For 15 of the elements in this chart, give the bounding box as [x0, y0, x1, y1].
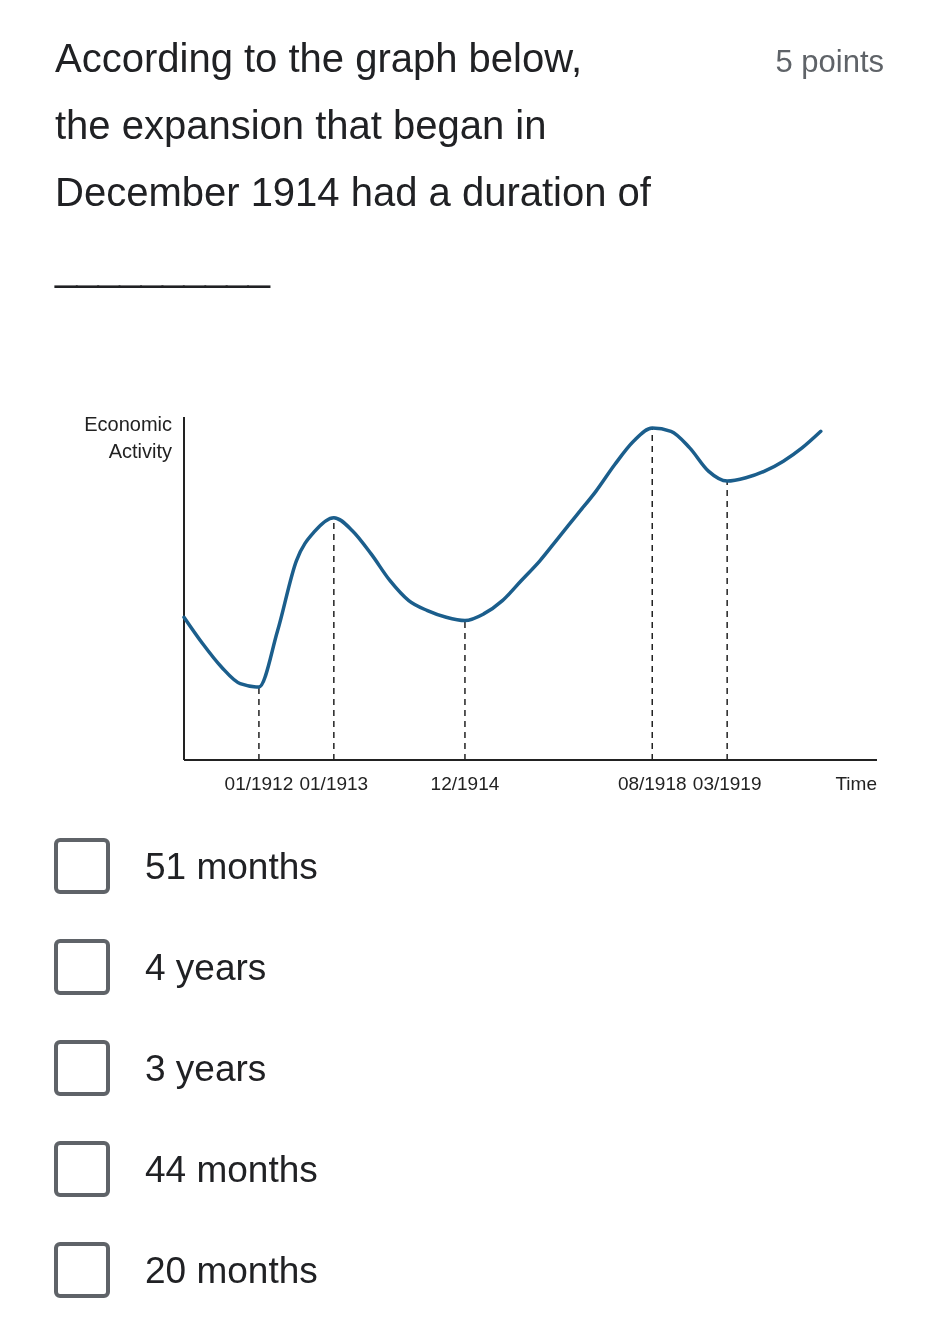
- x-tick-label: 08/1918: [617, 773, 687, 794]
- text: 51 months: [145, 846, 318, 887]
- x-axis-title: Time: [835, 773, 877, 794]
- text: 20 months: [145, 1250, 318, 1291]
- chart-title: According to the graph below, the expansion that began in December 1914 had a duration of: [55, 36, 652, 214]
- text: __________: [54, 244, 271, 288]
- text: 4 years: [145, 947, 267, 988]
- x-tick-label: 01/1913: [299, 773, 369, 794]
- x-tick-label: 03/1919: [692, 773, 762, 794]
- text: 3 years: [145, 1048, 267, 1089]
- x-tick-label: 12/1914: [430, 773, 500, 794]
- text: 44 months: [145, 1149, 318, 1190]
- x-tick-label: 01/1912: [224, 773, 294, 794]
- y-axis-title: Economic Activity: [84, 413, 172, 462]
- text: 5 points: [775, 44, 884, 79]
